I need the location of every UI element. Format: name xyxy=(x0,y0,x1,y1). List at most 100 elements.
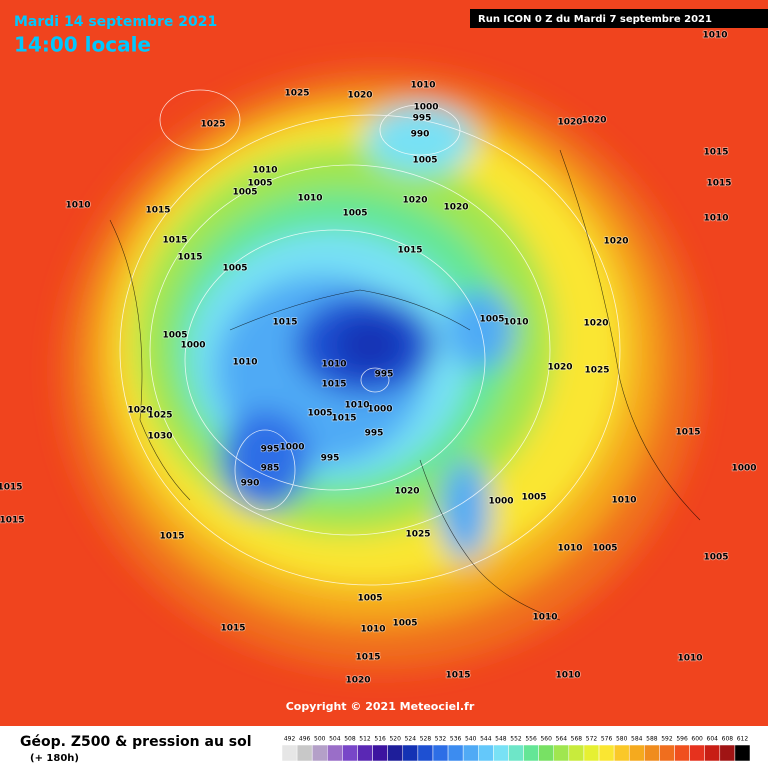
isobar-label: 1015 xyxy=(703,148,728,158)
colorbar-label: 512 xyxy=(359,736,371,743)
colorbar-swatch xyxy=(734,744,751,762)
colorbar-swatch xyxy=(432,744,449,762)
isobar-label: 995 xyxy=(365,429,384,439)
colorbar-label: 596 xyxy=(676,736,688,743)
colorbar-label: 584 xyxy=(631,736,643,743)
colorbar-label: 580 xyxy=(616,736,628,743)
isobar-label: 1005 xyxy=(392,619,417,629)
colorbar-swatch xyxy=(508,744,524,762)
isobar-label: 1005 xyxy=(479,315,504,325)
isobar-label: 1005 xyxy=(357,594,382,604)
isobar-label: 1025 xyxy=(584,366,609,376)
date-label: Mardi 14 septembre 2021 xyxy=(14,14,217,30)
isobar-label: 1020 xyxy=(127,406,152,416)
colorbar-swatch xyxy=(659,744,675,762)
colorbar-label: 552 xyxy=(510,736,522,743)
isobars xyxy=(119,89,621,586)
coastlines xyxy=(109,149,701,621)
colorbar-swatch xyxy=(342,744,358,762)
isobar-label: 1020 xyxy=(581,116,606,126)
isobar-label: 1025 xyxy=(200,120,225,130)
colorbar-label: 536 xyxy=(450,736,462,743)
isobar-label: 995 xyxy=(321,454,340,464)
colorbar-swatch xyxy=(447,744,464,762)
colorbar-label: 576 xyxy=(601,736,613,743)
isobar-label: 1010 xyxy=(611,496,636,506)
isobar-label: 1005 xyxy=(342,209,367,219)
colorbar-swatch xyxy=(387,744,404,762)
colorbar-label: 572 xyxy=(586,736,598,743)
isobar-label: 1015 xyxy=(162,236,187,246)
isobar-label: 1005 xyxy=(412,156,437,166)
isobar-label: 1000 xyxy=(488,497,513,507)
isobar-label: 1025 xyxy=(284,89,309,99)
isobar-label: 995 xyxy=(375,370,394,380)
colorbar-label: 560 xyxy=(540,736,552,743)
colorbar-label: 568 xyxy=(571,736,583,743)
isobar-label: 990 xyxy=(241,479,260,489)
isobar-label: 1010 xyxy=(555,671,580,681)
isobar-label: 1000 xyxy=(731,464,756,474)
colorbar-label: 612 xyxy=(737,736,749,743)
run-box xyxy=(470,9,768,28)
colorbar-swatch xyxy=(644,744,660,762)
isobar-label: 1015 xyxy=(0,483,23,493)
colorbar-label: 608 xyxy=(722,736,734,743)
isobar-label: 1020 xyxy=(347,91,372,101)
isobar-label: 1020 xyxy=(583,319,608,329)
isobar-label: 990 xyxy=(411,130,430,140)
colorbar-swatch xyxy=(613,744,630,762)
colorbar-swatch xyxy=(568,744,585,762)
colorbar-label: 516 xyxy=(374,736,386,743)
colorbar-label: 564 xyxy=(556,736,568,743)
isobar-label: 1005 xyxy=(232,188,257,198)
colorbar-swatch xyxy=(538,744,554,762)
isobar-label: 1020 xyxy=(557,118,582,128)
colorbar-swatch xyxy=(628,744,645,762)
colorbar-swatch xyxy=(583,744,600,762)
isobar-label: 1000 xyxy=(413,103,438,113)
colorbar-swatch xyxy=(598,744,615,762)
isobar-label: 1010 xyxy=(410,81,435,91)
isobar-label: 1010 xyxy=(344,401,369,411)
isobar-label: 1020 xyxy=(443,203,468,213)
isobar-label: 1010 xyxy=(532,613,557,623)
isobar-label: 1005 xyxy=(162,331,187,341)
colorbar-swatch xyxy=(523,744,539,762)
colorbar-label: 492 xyxy=(284,736,296,743)
colorbar-label: 604 xyxy=(707,736,719,743)
colorbar-swatch xyxy=(417,744,434,762)
isobar-label: 1015 xyxy=(220,624,245,634)
colorbar-swatch xyxy=(462,744,479,762)
isobar-label: 1010 xyxy=(321,360,346,370)
isobar-label: 1000 xyxy=(367,405,392,415)
isobar-label: 985 xyxy=(261,464,280,474)
isobar-label: 1005 xyxy=(592,544,617,554)
isobar-label: 1000 xyxy=(180,341,205,351)
isobar-label: 1010 xyxy=(232,358,257,368)
isobar-label: 995 xyxy=(261,445,280,455)
isobar-label: 1020 xyxy=(547,363,572,373)
isobar-label: 1005 xyxy=(307,409,332,419)
isobar-label: 1015 xyxy=(355,653,380,663)
isobar-label: 1010 xyxy=(503,318,528,328)
colorbar-swatch xyxy=(311,744,328,762)
isobar-label: 1015 xyxy=(675,428,700,438)
isobar-label: 1010 xyxy=(252,166,277,176)
isobar-label: 1020 xyxy=(402,196,427,206)
colorbar-swatch xyxy=(553,744,570,762)
isobar-label: 1005 xyxy=(703,553,728,563)
colorbar-label: 588 xyxy=(646,736,658,743)
colorbar-swatch xyxy=(327,744,343,762)
footer-title: Géop. Z500 & pression au sol xyxy=(20,734,252,750)
geopotential-field xyxy=(60,70,700,670)
isobar-label: 1010 xyxy=(677,654,702,664)
colorbar-label: 592 xyxy=(661,736,673,743)
colorbar-label: 496 xyxy=(299,736,311,743)
isobar-label: 1020 xyxy=(394,487,419,497)
isobar-label: 1015 xyxy=(321,380,346,390)
colorbar-label: 532 xyxy=(435,736,447,743)
isobar-label: 995 xyxy=(413,114,432,124)
